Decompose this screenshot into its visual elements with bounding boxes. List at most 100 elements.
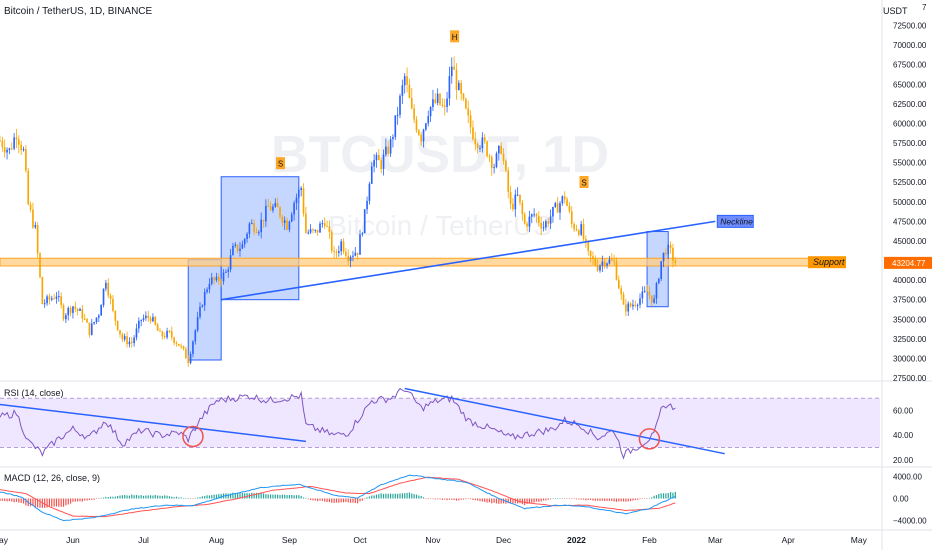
candle-body — [613, 260, 615, 262]
macd-histogram-bar — [11, 498, 13, 502]
candle-body — [542, 227, 545, 229]
macd-histogram-bar — [253, 493, 255, 499]
candle-body — [293, 202, 295, 215]
macd-histogram-bar — [491, 498, 493, 504]
candle-body — [283, 220, 286, 224]
candle-body — [262, 219, 265, 222]
macd-histogram-bar — [244, 493, 246, 499]
macd-histogram-bar — [582, 498, 585, 500]
macd-histogram-bar — [413, 494, 415, 499]
candle-body — [123, 336, 126, 340]
candle-body — [239, 248, 241, 252]
candle-body — [272, 206, 274, 211]
candle-body — [302, 188, 305, 214]
candle-body — [274, 202, 277, 207]
candle-body — [347, 255, 350, 261]
macd-histogram-bar — [201, 496, 203, 499]
candle-body — [88, 322, 91, 335]
macd-histogram-bar — [74, 498, 76, 502]
macd-histogram-bar — [674, 491, 676, 499]
macd-histogram-bar — [0, 498, 1, 502]
candle-body — [636, 304, 639, 306]
price-tick-label: 72500.00 — [893, 22, 927, 31]
candle-body — [359, 234, 361, 255]
candle-body — [48, 296, 51, 300]
macd-histogram-bar — [528, 498, 531, 504]
macd-histogram-bar — [98, 498, 100, 499]
candle-body — [95, 317, 98, 323]
candle-body — [603, 261, 606, 266]
candle-body — [105, 282, 107, 289]
candle-body — [500, 145, 502, 154]
candle-body — [382, 154, 385, 169]
macd-histogram-bar — [326, 498, 328, 503]
candle-body — [415, 119, 418, 131]
macd-histogram-bar — [641, 498, 643, 499]
macd-histogram-bar — [399, 493, 401, 499]
candle-body — [667, 244, 670, 255]
candle-body — [521, 202, 524, 215]
candle-body — [632, 304, 634, 307]
candle-body — [479, 147, 481, 149]
candle-body — [333, 250, 335, 252]
macd-histogram-bar — [495, 498, 498, 504]
candle-body — [338, 251, 340, 253]
candle-body — [62, 305, 65, 320]
candle-body — [620, 288, 622, 295]
time-tick-label: Aug — [209, 535, 224, 545]
macd-histogram-bar — [307, 498, 309, 500]
time-tick-label: Nov — [425, 535, 441, 545]
macd-histogram-bar — [29, 498, 32, 507]
candle-body — [67, 307, 70, 316]
macd-histogram-bar — [357, 498, 359, 504]
candle-body — [32, 209, 34, 228]
candle-body — [121, 334, 124, 340]
macd-histogram-bar — [646, 498, 648, 499]
macd-histogram-bar — [354, 498, 356, 504]
candle-body — [601, 261, 604, 266]
candle-body — [436, 93, 439, 103]
candle-body — [434, 99, 437, 103]
candle-body — [629, 303, 632, 307]
candle-body — [627, 303, 630, 312]
macd-histogram-bar — [418, 495, 420, 499]
candle-body — [0, 140, 1, 142]
candle-body — [243, 239, 246, 245]
candle-body — [580, 224, 582, 235]
macd-histogram-bar — [566, 498, 568, 499]
candle-body — [392, 137, 394, 140]
macd-histogram-bar — [618, 498, 620, 502]
macd-histogram-bar — [545, 498, 547, 501]
macd-histogram-bar — [187, 498, 189, 499]
macd-histogram-bar — [93, 498, 95, 500]
macd-histogram-bar — [213, 494, 215, 499]
macd-histogram-bar — [408, 492, 411, 499]
candle-body — [323, 223, 326, 227]
macd-histogram-bar — [613, 498, 615, 502]
candle-body — [314, 229, 317, 231]
candle-body — [241, 244, 244, 249]
macd-histogram-bar — [180, 497, 182, 499]
macd-histogram-bar — [599, 498, 601, 501]
candle-body — [573, 223, 575, 230]
candle-body — [145, 315, 147, 319]
candle-body — [389, 139, 392, 154]
neckline-label: Neckline — [720, 216, 753, 226]
macd-histogram-bar — [392, 493, 394, 499]
candle-body — [610, 259, 613, 261]
rsi-trendline-2 — [404, 387, 725, 455]
macd-histogram-bar — [571, 498, 573, 499]
macd-histogram-bar — [493, 498, 495, 503]
candle-body — [50, 298, 53, 300]
candle-body — [615, 261, 618, 280]
candle-body — [578, 230, 580, 235]
macd-histogram-bar — [95, 498, 98, 499]
candle-body — [540, 222, 542, 229]
candle-body — [394, 115, 397, 138]
macd-histogram-bar — [474, 498, 476, 501]
macd-histogram-bar — [331, 498, 333, 503]
macd-histogram-bar — [114, 496, 116, 499]
macd-histogram-bar — [397, 493, 399, 499]
macd-histogram-bar — [465, 498, 467, 500]
macd-histogram-bar — [234, 493, 236, 499]
